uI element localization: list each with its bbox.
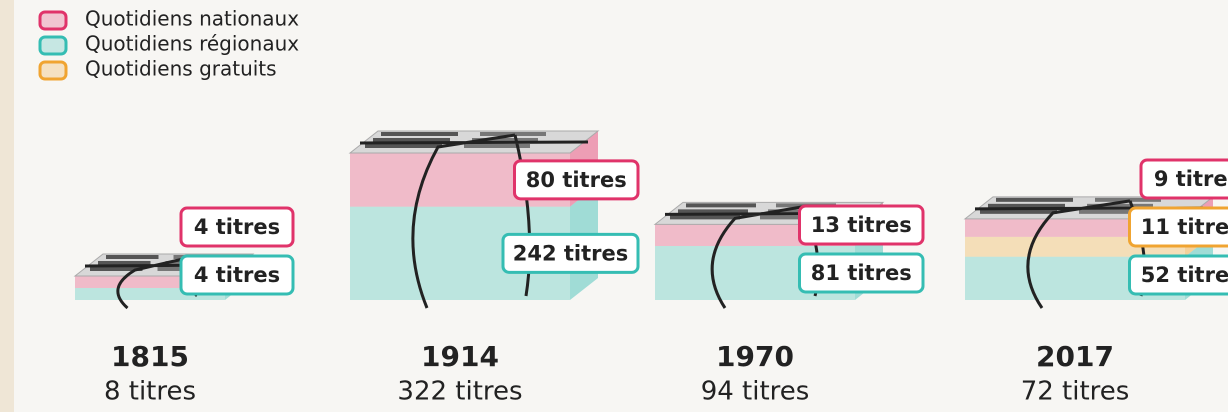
paper-print [106, 255, 159, 259]
paper-print [980, 210, 1057, 214]
legend-label: Quotidiens régionaux [85, 32, 299, 56]
paper-print [381, 132, 458, 136]
paper-print [670, 215, 740, 219]
paper-print [686, 203, 756, 207]
legend-swatch [40, 12, 66, 29]
value-label: 81 titres [811, 261, 912, 285]
year-label: 1815 [111, 340, 189, 373]
year-label: 2017 [1036, 340, 1114, 373]
value-label: 52 titres [1141, 263, 1228, 287]
legend-swatch [40, 37, 66, 54]
year-label: 1970 [716, 340, 794, 373]
total-label: 94 titres [701, 377, 810, 407]
edge-strip [0, 0, 14, 412]
legend-label: Quotidiens nationaux [85, 7, 299, 31]
value-label: 242 titres [513, 241, 629, 265]
legend-swatch [40, 62, 66, 79]
paper-print [996, 198, 1073, 202]
paper-print [365, 144, 442, 148]
total-label: 72 titres [1021, 377, 1130, 407]
value-label: 4 titres [194, 215, 280, 239]
value-label: 11 titres [1141, 215, 1228, 239]
chart: Quotidiens nationauxQuotidiens régionaux… [0, 0, 1228, 412]
paper-print [464, 144, 530, 148]
value-label: 80 titres [526, 168, 627, 192]
value-label: 13 titres [811, 213, 912, 237]
value-label: 4 titres [194, 263, 280, 287]
value-label: 9 titres [1154, 167, 1228, 191]
total-label: 322 titres [397, 377, 522, 407]
legend-label: Quotidiens gratuits [85, 57, 277, 81]
year-label: 1914 [421, 340, 499, 373]
total-label: 8 titres [104, 377, 196, 407]
